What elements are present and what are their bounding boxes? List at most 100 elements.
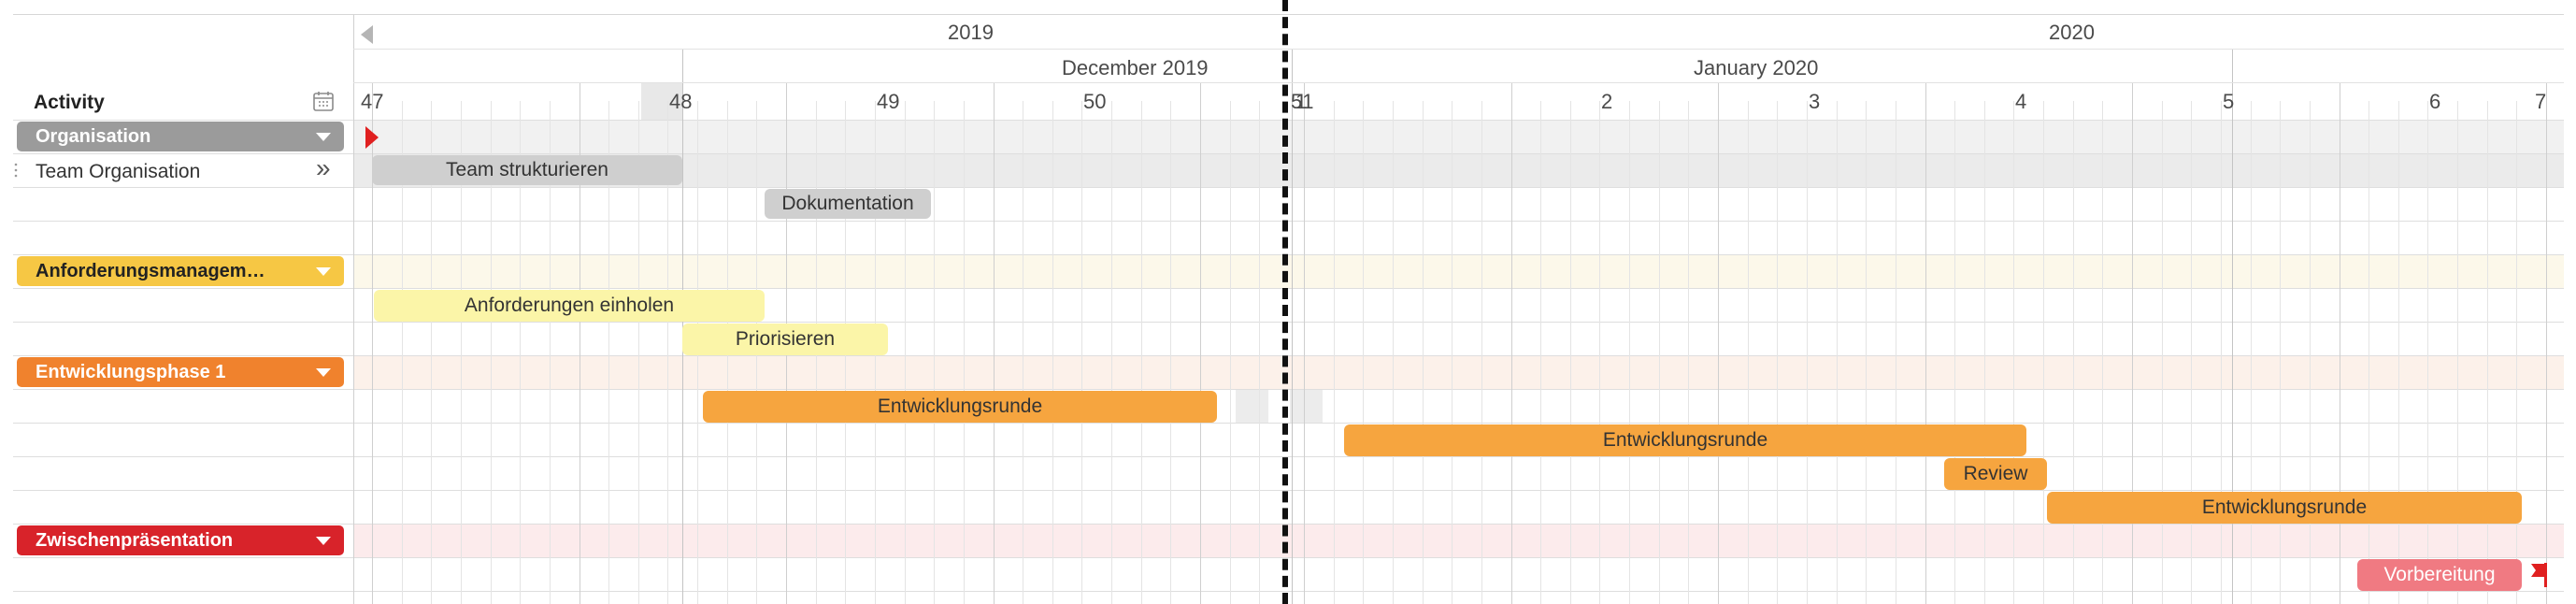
expand-icon[interactable]: » [316, 153, 331, 182]
grid-row-line [13, 120, 2564, 121]
week-label: 5 [2223, 90, 2235, 113]
grid-day-line [1629, 101, 1630, 604]
grid-day-line [1259, 101, 1260, 604]
grid-day-line [1837, 101, 1838, 604]
task-entwicklungsrunde-3[interactable]: Entwicklungsrunde [2047, 492, 2522, 524]
week-label: 2 [1601, 90, 1613, 113]
grid-day-line [520, 101, 521, 604]
highlight-cell-row [1236, 389, 1268, 423]
task-anforderungen-einholen[interactable]: Anforderungen einholen [374, 290, 765, 322]
grid-day-line [1452, 101, 1453, 604]
highlight-cell-header [641, 82, 682, 120]
grid-day-line [461, 101, 462, 604]
week-label: 49 [877, 90, 900, 113]
timeline-left-border [353, 14, 354, 604]
grid-row-line [13, 254, 2564, 255]
activity-column-header: Activity [34, 92, 105, 113]
grid-day-line [491, 101, 492, 604]
year-label-2019: 2019 [948, 21, 994, 44]
grid-row-line [13, 221, 2564, 222]
task-priorisieren[interactable]: Priorisieren [682, 324, 888, 355]
highlight-cell-row-2 [1290, 389, 1323, 423]
grid-month-line [2232, 49, 2233, 604]
grid-day-line [638, 101, 639, 604]
task-entwicklungsrunde-1[interactable]: Entwicklungsrunde [703, 391, 1217, 423]
triangle-left-icon [361, 25, 373, 44]
chevron-down-icon[interactable] [316, 267, 331, 276]
task-vorbereitung[interactable]: Vorbereitung [2357, 559, 2522, 591]
grid-day-line [1954, 101, 1955, 604]
grid-day-line [2487, 101, 2488, 604]
grid-day-line [1984, 101, 1985, 604]
grid-day-line [2132, 82, 2133, 604]
grid-day-line [608, 101, 609, 604]
group-anforderungsmanagement[interactable]: Anforderungsmanagem… [17, 256, 344, 286]
grid-day-line [1052, 101, 1053, 604]
grid-day-line [2043, 101, 2044, 604]
grid-day-line [2457, 101, 2458, 604]
grid-row-line [13, 591, 2564, 592]
task-dokumentation[interactable]: Dokumentation [765, 189, 931, 219]
year-label-2020: 2020 [2049, 21, 2095, 44]
task-entwicklungsrunde-2[interactable]: Entwicklungsrunde [1344, 424, 2026, 456]
grid-day-line [2013, 101, 2014, 604]
milestone-start-marker[interactable] [365, 126, 379, 149]
grid-day-line [667, 101, 668, 604]
row-team-organisation-label[interactable]: Team Organisation [36, 161, 201, 182]
scroll-left-button[interactable] [361, 24, 379, 45]
grid-day-line [1393, 101, 1394, 604]
grid-day-line [1748, 101, 1749, 604]
header-top-border [13, 14, 2564, 15]
drag-handle-icon[interactable] [13, 161, 19, 180]
band-team-organisation [353, 153, 2564, 187]
grid-day-line [372, 82, 373, 604]
grid-row-line [13, 524, 2564, 525]
grid-day-line [1688, 101, 1689, 604]
grid-day-line [2398, 101, 2399, 604]
grid-day-line [2073, 101, 2074, 604]
grid-day-line [905, 101, 906, 604]
grid-row-line [13, 423, 2564, 424]
group-organisation[interactable]: Organisation [17, 122, 344, 151]
chevron-down-icon[interactable] [316, 537, 331, 545]
grid-day-line [2162, 101, 2163, 604]
grid-row-line [13, 389, 2564, 390]
grid-month-line [1292, 49, 1293, 604]
group-organisation-label: Organisation [36, 125, 151, 147]
grid-day-line [2546, 82, 2547, 604]
task-review[interactable]: Review [1944, 458, 2047, 490]
grid-day-line [2221, 101, 2222, 604]
grid-day-line [1141, 101, 1142, 604]
grid-day-line [1866, 101, 1867, 604]
month-label-december: December 2019 [1062, 56, 1209, 79]
calendar-icon[interactable] [312, 90, 335, 112]
grid-day-line [1570, 101, 1571, 604]
week-label: 6 [2429, 90, 2441, 113]
grid-row-line [13, 456, 2564, 457]
grid-day-line [2102, 101, 2103, 604]
flag-icon[interactable] [2527, 561, 2552, 589]
grid-day-line [994, 82, 995, 604]
grid-day-line [1777, 101, 1778, 604]
week-label: 48 [669, 90, 693, 113]
chevron-down-icon[interactable] [316, 133, 331, 141]
grid-day-line [1304, 82, 1305, 604]
month-label-january: January 2020 [1694, 56, 1819, 79]
grid-day-line [1659, 101, 1660, 604]
grid-day-line [1925, 82, 1926, 604]
grid-day-line [402, 101, 403, 604]
task-team-strukturieren[interactable]: Team strukturieren [372, 155, 682, 185]
grid-day-line [1230, 101, 1231, 604]
chevron-down-icon[interactable] [316, 368, 331, 377]
grid-row-line [13, 557, 2564, 558]
grid-row-line [13, 288, 2564, 289]
week-label: 50 [1083, 90, 1107, 113]
grid-day-line [2310, 101, 2311, 604]
grid-day-line [1363, 101, 1364, 604]
grid-day-line [2427, 101, 2428, 604]
group-zwischenpraesentation[interactable]: Zwischenpräsentation [17, 525, 344, 555]
grid-day-line [1599, 101, 1600, 604]
group-entwicklungsphase[interactable]: Entwicklungsphase 1 [17, 357, 344, 387]
grid-day-line [431, 101, 432, 604]
